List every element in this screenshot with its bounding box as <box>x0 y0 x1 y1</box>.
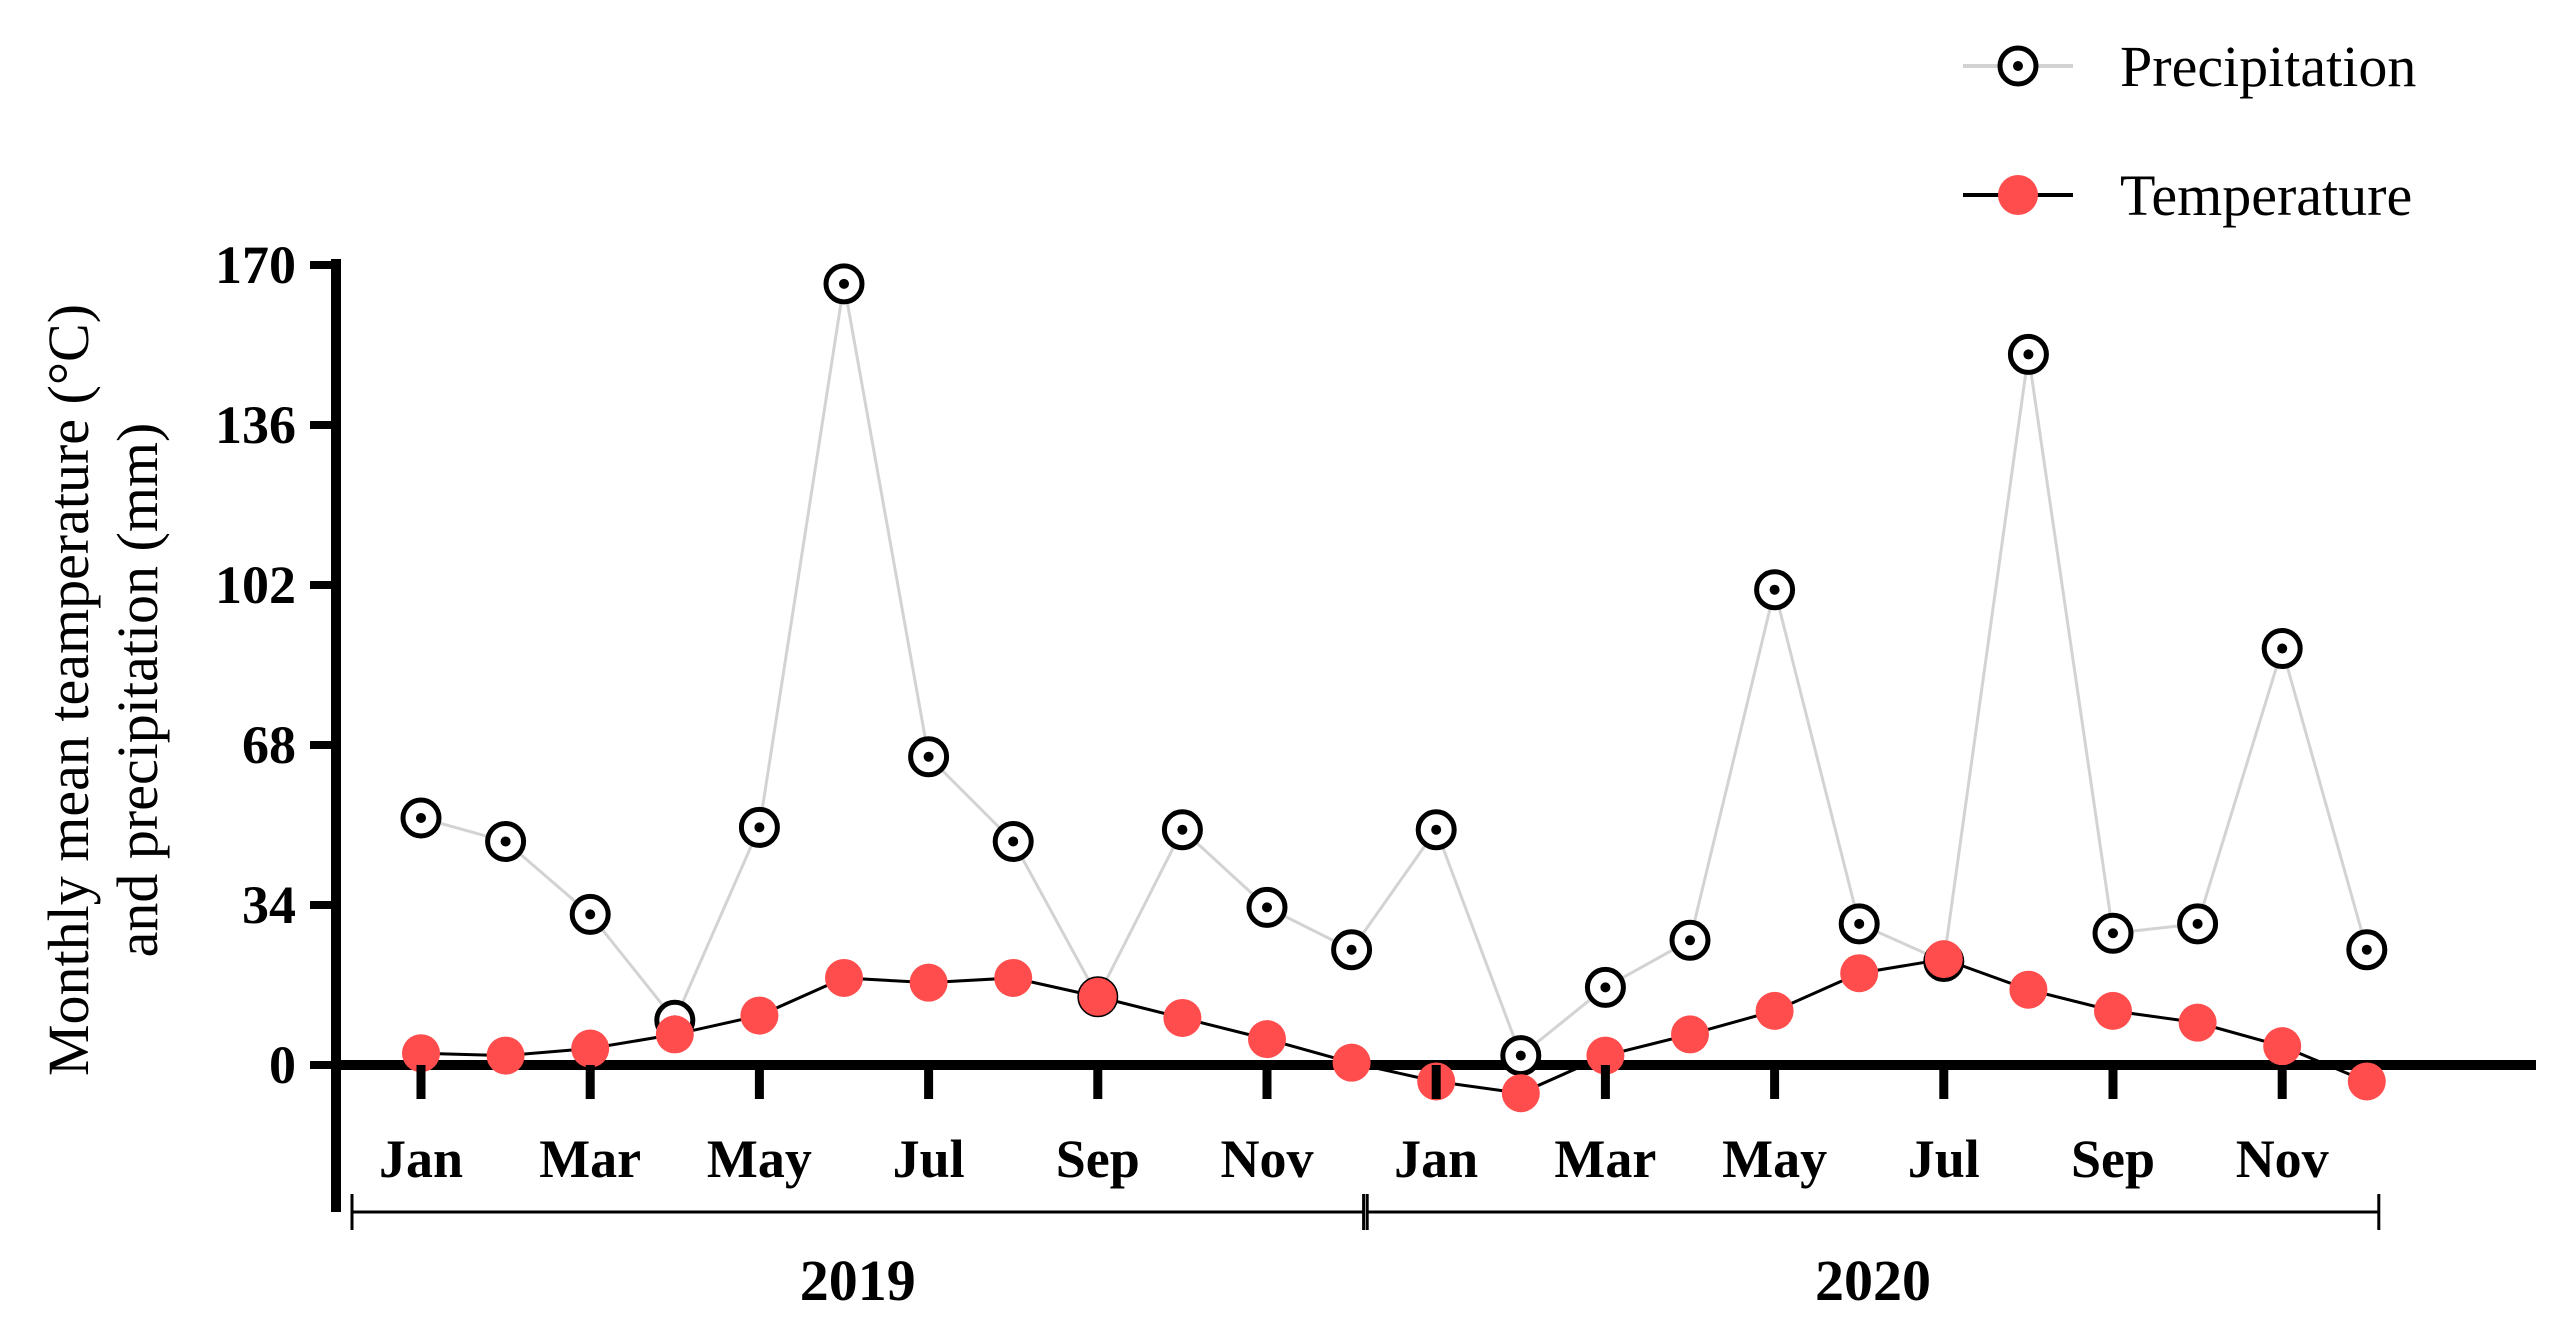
x-tick-label-0: Jan <box>379 1129 463 1189</box>
y-tick-label-0: 0 <box>269 1035 296 1095</box>
temperature-point-9 <box>1163 998 1202 1037</box>
tick-layer: 0 34 68 102 136 170 Jan Mar May Jul Sep Nov Jan Mar Ma… <box>215 235 2329 1189</box>
x-tick-label-20: Sep <box>2071 1129 2155 1189</box>
temperature-point-6 <box>909 963 948 1002</box>
temperature-point-19 <box>2009 970 2048 1009</box>
y-tick-label-170: 170 <box>215 235 296 295</box>
x-tick-label-10: Nov <box>1221 1129 1314 1189</box>
precipitation-point-dot-7 <box>1008 836 1019 847</box>
y-tick-label-102: 102 <box>215 555 296 615</box>
temperature-point-8 <box>1078 977 1117 1016</box>
temperature-point-14 <box>1586 1036 1625 1075</box>
x-tick-label-4: May <box>707 1129 812 1189</box>
precipitation-point-dot-16 <box>1769 584 1780 595</box>
temperature-point-21 <box>2178 1003 2217 1042</box>
legend: Precipitation Temperature <box>1963 34 2416 228</box>
temperature-point-5 <box>825 958 863 997</box>
x-tick-label-22: Nov <box>2236 1129 2329 1189</box>
temperature-point-4 <box>740 996 779 1035</box>
temperature-point-7 <box>994 958 1033 997</box>
legend-temperature-marker <box>1998 175 2038 215</box>
temperature-point-15 <box>1671 1015 1709 1054</box>
precipitation-point-dot-12 <box>1431 824 1442 835</box>
temperature-point-18 <box>1924 940 1963 979</box>
precipitation-point-dot-13 <box>1515 1050 1526 1061</box>
precipitation-point-dot-2 <box>585 909 596 920</box>
x-tick-label-16: May <box>1722 1129 1827 1189</box>
y-tick-label-136: 136 <box>215 395 296 455</box>
y-tick-label-68: 68 <box>242 715 296 775</box>
legend-precipitation-marker-dot <box>2013 61 2023 71</box>
precipitation-point-dot-10 <box>1262 902 1272 913</box>
temperature-point-16 <box>1755 991 1794 1030</box>
x-tick-label-2: Mar <box>539 1129 641 1189</box>
series-layer <box>400 263 2388 1113</box>
year-groups: 2019 2020 <box>350 1194 2381 1313</box>
temperature-point-23 <box>2347 1062 2386 1101</box>
precipitation-point-dot-17 <box>1854 918 1865 929</box>
x-tick-label-8: Sep <box>1056 1129 1140 1189</box>
precipitation-point-dot-11 <box>1346 944 1357 955</box>
precipitation-point-dot-6 <box>923 751 934 762</box>
year-label-2020: 2020 <box>1815 1248 1931 1313</box>
temperature-point-11 <box>1332 1043 1371 1082</box>
y-axis-title: Monthly mean teamperature (°C) and preci… <box>36 304 170 1076</box>
precipitation-point-dot-0 <box>416 812 426 823</box>
precipitation-point-dot-4 <box>754 822 765 833</box>
precipitation-point-dot-20 <box>2108 928 2118 939</box>
y-tick-label-34: 34 <box>242 875 296 935</box>
precipitation-point-dot-14 <box>1600 982 1611 993</box>
temperature-point-10 <box>1248 1020 1286 1059</box>
precipitation-point-dot-19 <box>2023 349 2034 360</box>
precipitation-point-dot-1 <box>500 836 511 847</box>
y-axis-title-line2: and precipitation (mm) <box>105 423 170 958</box>
legend-temperature-label: Temperature <box>2120 163 2412 228</box>
temperature-point-3 <box>655 1015 694 1054</box>
x-tick-label-6: Jul <box>893 1129 965 1189</box>
precipitation-line <box>420 283 2369 1059</box>
y-axis-title-line1: Monthly mean teamperature (°C) <box>36 304 101 1076</box>
precipitation-point-dot-15 <box>1685 935 1695 946</box>
x-tick-label-14: Mar <box>1554 1129 1656 1189</box>
temperature-point-17 <box>1840 954 1879 993</box>
temperature-line <box>420 957 2368 1095</box>
x-tick-label-12: Jan <box>1394 1129 1478 1189</box>
temperature-point-22 <box>2263 1027 2302 1066</box>
precipitation-point-dot-9 <box>1177 824 1188 835</box>
precipitation-point-dot-22 <box>2277 643 2288 654</box>
temperature-point-0 <box>402 1034 440 1073</box>
temperature-point-20 <box>2094 991 2132 1030</box>
year-label-2019: 2019 <box>800 1248 916 1313</box>
precipitation-point-dot-5 <box>839 278 849 289</box>
temperature-point-13 <box>1501 1074 1540 1113</box>
precipitation-point-dot-21 <box>2192 918 2203 929</box>
x-tick-label-18: Jul <box>1908 1129 1980 1189</box>
temperature-point-1 <box>486 1036 525 1075</box>
legend-precipitation-label: Precipitation <box>2120 34 2416 99</box>
temperature-point-2 <box>571 1029 610 1068</box>
precipitation-point-dot-23 <box>2361 944 2372 955</box>
